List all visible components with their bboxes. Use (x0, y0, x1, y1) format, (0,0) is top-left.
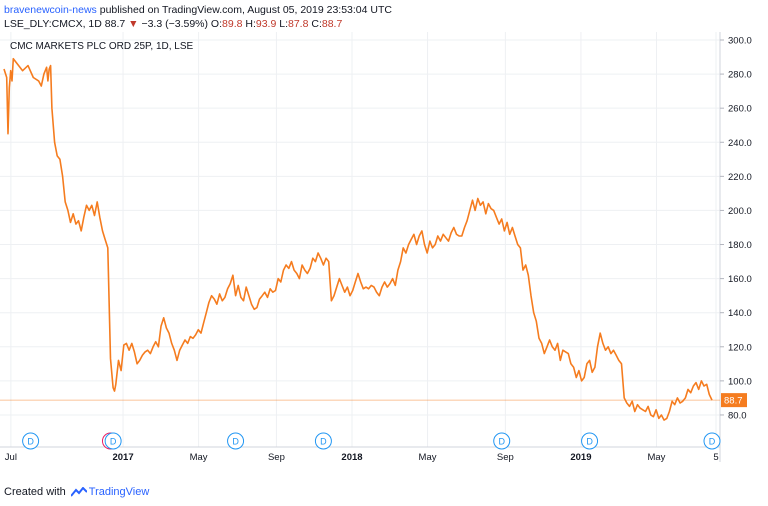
chart-area[interactable]: CMC MARKETS PLC ORD 25P, 1D, LSE 300.0 28… (0, 32, 768, 463)
close-label: C: (311, 18, 322, 30)
time-tick-label: May (419, 452, 437, 462)
price-tick-label: 220.0 (728, 172, 752, 183)
low-label: L: (279, 18, 288, 30)
time-tick-label: 5 (713, 452, 718, 462)
time-axis: Jul 2017 May Sep 2018 May Sep 2019 May 5 (5, 452, 719, 463)
chart-title: CMC MARKETS PLC ORD 25P, 1D, LSE (10, 41, 194, 52)
tradingview-link[interactable]: TradingView (88, 486, 150, 498)
price-tick-label: 240.0 (728, 138, 752, 149)
last-price-tag (721, 393, 747, 408)
price-chart[interactable]: CMC MARKETS PLC ORD 25P, 1D, LSE 300.0 28… (0, 32, 768, 463)
time-tick-label: 2019 (570, 452, 591, 462)
price-tick-label: 300.0 (728, 36, 752, 47)
tradingview-logo-icon (70, 487, 87, 497)
price-axis: 300.0 280.0 260.0 240.0 220.0 200.0 180.0 160.0… (720, 36, 752, 421)
published-text: published on TradingView.com, August 05,… (96, 4, 392, 16)
dividend-marker[interactable] (493, 432, 511, 450)
change-value: −3.3 (−3.59%) (141, 18, 208, 30)
price-tick-label: 80.0 (728, 410, 747, 421)
price-tick-label: 180.0 (728, 240, 752, 251)
publish-info: bravenewcoin-news published on TradingVi… (4, 4, 392, 16)
price-tick-label: 160.0 (728, 274, 752, 285)
price-tick-label: 120.0 (728, 342, 752, 353)
price-tick-label: 100.0 (728, 376, 752, 387)
open-label: O: (210, 18, 223, 30)
price-tick-label: 280.0 (728, 70, 752, 81)
high-label: H: (245, 18, 256, 30)
dividend-marker[interactable] (703, 432, 721, 450)
dividend-marker[interactable] (227, 432, 245, 450)
grid-lines (0, 32, 720, 447)
price-series (3, 57, 713, 421)
event-marker-label: D (27, 437, 34, 447)
down-arrow-icon: ▼ (128, 18, 139, 30)
time-tick-label: 2018 (341, 452, 362, 462)
time-tick-label: Sep (268, 452, 285, 462)
time-tick-label: 2017 (112, 452, 133, 462)
last-price-label-group: 88.7 (721, 393, 747, 408)
dividend-marker[interactable] (104, 432, 122, 450)
last-price: 88.7 (104, 18, 126, 30)
price-tick-label: 260.0 (728, 104, 752, 115)
event-markers: DEDDDDDD (22, 432, 721, 450)
footer: Created with TradingView (4, 486, 149, 498)
time-tick-label: Jul (5, 452, 17, 462)
last-price-tag-label: 88.7 (724, 396, 743, 407)
open-value: 89.8 (222, 18, 243, 30)
created-with-label: Created with (4, 486, 66, 498)
symbol-label: LSE_DLY:CMCX, 1D (4, 18, 102, 30)
high-value: 93.9 (255, 18, 277, 30)
dividend-marker[interactable] (22, 432, 40, 450)
event-marker-label: D (586, 437, 593, 447)
symbol-ohlc-line: LSE_DLY:CMCX, 1D 88.7 ▼ −3.3 (−3.59%) O:… (4, 18, 342, 30)
price-tick-label: 200.0 (728, 206, 752, 217)
event-marker-label: D (709, 437, 716, 447)
dividend-marker[interactable] (581, 432, 599, 450)
price-line (3, 57, 713, 421)
event-marker-label: D (320, 437, 327, 447)
dividend-marker[interactable] (314, 432, 332, 450)
low-value: 87.8 (288, 18, 309, 30)
time-tick-label: Sep (497, 452, 514, 462)
author-link[interactable]: bravenewcoin-news (4, 4, 97, 16)
event-marker-label: D (110, 437, 117, 447)
price-tick-label: 140.0 (728, 308, 752, 319)
close-value: 88.7 (321, 18, 343, 30)
event-marker-label: D (232, 437, 239, 447)
time-tick-label: May (190, 452, 208, 462)
event-marker-label: D (498, 437, 505, 447)
time-tick-label: May (647, 452, 665, 462)
